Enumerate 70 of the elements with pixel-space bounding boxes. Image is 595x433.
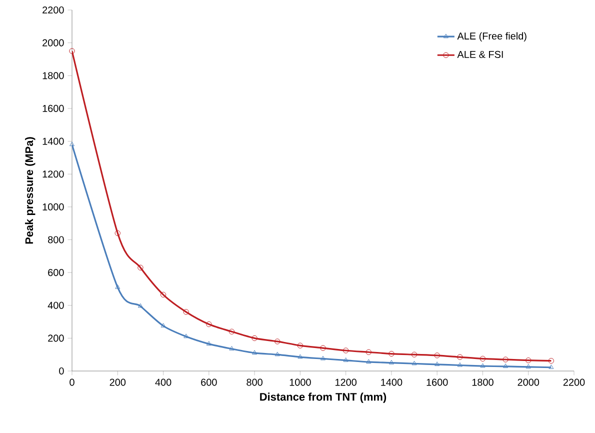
- point: [366, 359, 372, 364]
- point: [206, 321, 212, 328]
- point: [184, 334, 189, 338]
- x-tick-label: 400: [155, 378, 172, 386]
- legend-label: ALE (Free field): [457, 32, 526, 42]
- point: [480, 356, 486, 362]
- point: [388, 350, 394, 357]
- point: [434, 362, 440, 366]
- point: [138, 303, 143, 308]
- y-tick-label: 800: [48, 236, 64, 244]
- point: [548, 358, 554, 364]
- point: [114, 230, 120, 236]
- y-tick-label: 600: [48, 269, 64, 276]
- y-tick-label: 2200: [42, 6, 64, 14]
- x-tick-label: 1800: [472, 378, 494, 386]
- point: [411, 352, 418, 358]
- point: [342, 348, 349, 354]
- point: [343, 357, 348, 362]
- y-tick-label: 1600: [42, 104, 64, 112]
- x-tick-label: 0: [70, 378, 74, 386]
- point: [252, 350, 258, 354]
- point: [69, 48, 75, 54]
- point: [320, 345, 326, 351]
- point: [526, 364, 531, 368]
- point: [457, 354, 463, 360]
- y-tick-label: 0: [59, 367, 64, 375]
- point: [160, 292, 166, 298]
- y-tick-label: 2000: [42, 39, 64, 46]
- x-tick-label: 200: [110, 378, 126, 386]
- x-tick-label: 1600: [426, 378, 448, 386]
- x-tick-label: 1000: [290, 378, 311, 386]
- y-tick-label: 1800: [42, 72, 64, 80]
- point: [297, 342, 304, 348]
- point: [183, 309, 189, 315]
- point: [457, 362, 462, 367]
- point: [480, 363, 486, 368]
- y-tick-label: 1400: [42, 138, 64, 145]
- point: [548, 364, 554, 369]
- point: [320, 356, 326, 360]
- point: [138, 264, 144, 270]
- point: [252, 335, 258, 342]
- point: [412, 360, 417, 366]
- legend-label: ALE & FSI: [457, 50, 503, 58]
- point: [115, 284, 120, 289]
- y-tick-label: 200: [48, 334, 64, 342]
- x-tick-label: 600: [201, 378, 217, 386]
- x-tick-label: 1200: [336, 378, 357, 386]
- point: [206, 341, 212, 346]
- x-tick-label: 800: [246, 378, 262, 386]
- point: [502, 356, 508, 362]
- point: [228, 328, 235, 334]
- point: [229, 346, 234, 350]
- y-tick-label: 1200: [42, 170, 64, 178]
- y-axis-title: Peak pressure (MPa): [25, 137, 36, 244]
- point: [298, 354, 303, 359]
- y-tick-label: 1000: [42, 203, 64, 210]
- x-tick-label: 2200: [563, 378, 585, 386]
- point: [503, 364, 508, 368]
- point: [274, 338, 280, 344]
- x-axis-title: Distance from TNT (mm): [260, 392, 386, 403]
- y-tick-label: 400: [48, 302, 64, 309]
- point: [526, 357, 532, 364]
- x-tick-label: 2000: [518, 378, 540, 386]
- point: [434, 352, 440, 358]
- point: [160, 323, 166, 328]
- point: [70, 142, 74, 146]
- point: [388, 360, 394, 364]
- point: [274, 352, 280, 356]
- x-tick-label: 1400: [381, 378, 402, 386]
- point: [366, 349, 372, 355]
